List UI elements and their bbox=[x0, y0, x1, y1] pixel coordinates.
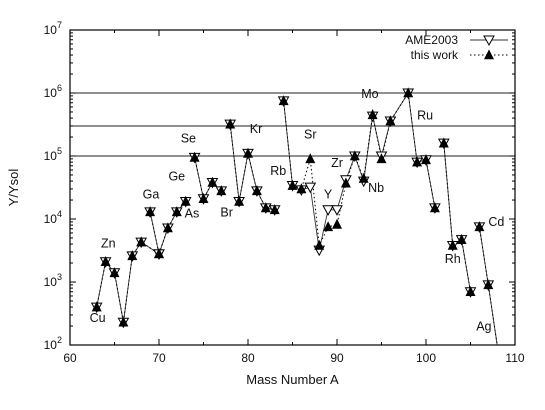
x-tick-label: 100 bbox=[416, 351, 436, 365]
legend-label: this work bbox=[411, 48, 459, 62]
x-axis-title: Mass Number A bbox=[246, 372, 339, 387]
series-markers bbox=[90, 87, 495, 329]
marker-this-work bbox=[189, 151, 200, 162]
marker-this-work bbox=[412, 156, 423, 167]
x-tick-label: 70 bbox=[152, 351, 166, 365]
marker-this-work bbox=[385, 115, 396, 126]
marker-this-work bbox=[447, 239, 458, 250]
marker-this-work bbox=[332, 218, 342, 229]
y-tick-label: 104 bbox=[44, 209, 62, 226]
series-line-this-work bbox=[96, 201, 187, 323]
marker-this-work bbox=[154, 248, 164, 259]
y-tick-label: 107 bbox=[44, 20, 62, 37]
marker-this-work bbox=[367, 109, 378, 120]
marker-this-work bbox=[100, 256, 111, 267]
marker-this-work bbox=[216, 185, 227, 196]
element-label: Ru bbox=[417, 108, 433, 122]
marker-this-work bbox=[421, 154, 431, 165]
marker-this-work bbox=[403, 87, 414, 98]
series-line-this-work bbox=[229, 124, 275, 211]
element-label: Ga bbox=[143, 188, 160, 202]
element-label: Y bbox=[324, 188, 333, 202]
marker-this-work bbox=[438, 137, 449, 148]
marker-this-work bbox=[269, 204, 280, 215]
marker-this-work bbox=[162, 222, 173, 233]
element-label: Br bbox=[220, 205, 233, 219]
x-tick-label: 60 bbox=[63, 351, 77, 365]
marker-this-work bbox=[465, 286, 476, 297]
series-line-this-work bbox=[149, 211, 160, 254]
element-label: Zr bbox=[331, 156, 343, 170]
x-tick-label: 90 bbox=[330, 351, 344, 365]
element-label: Ag bbox=[476, 319, 491, 333]
element-label: Ge bbox=[168, 169, 185, 183]
marker-this-work bbox=[456, 233, 467, 244]
marker-this-work bbox=[109, 267, 120, 278]
marker-this-work bbox=[118, 316, 129, 327]
marker-this-work bbox=[287, 179, 298, 190]
element-labels: Cu Zn Ga Ge As Se Br Kr Rb Sr Y Zr Nb Mo Ru Rh Cd Ag bbox=[90, 87, 505, 333]
x-tick-label: 110 bbox=[505, 351, 524, 365]
element-label: Sr bbox=[304, 127, 317, 141]
marker-this-work bbox=[198, 193, 209, 204]
element-label: Mo bbox=[361, 87, 378, 101]
series-lines bbox=[96, 91, 498, 346]
reference-lines bbox=[70, 92, 515, 157]
y-tick-label: 106 bbox=[44, 83, 62, 100]
element-label: Cd bbox=[488, 215, 504, 229]
marker-ame2003 bbox=[331, 205, 343, 216]
marker-this-work bbox=[145, 206, 156, 217]
marker-this-work bbox=[484, 49, 494, 60]
y-tick-label: 102 bbox=[44, 335, 62, 352]
marker-this-work bbox=[171, 206, 182, 217]
marker-this-work bbox=[305, 153, 316, 164]
element-label: Rb bbox=[270, 164, 286, 178]
marker-ame2003 bbox=[304, 182, 317, 194]
y-tick-label: 105 bbox=[44, 146, 62, 163]
marker-this-work bbox=[91, 301, 102, 312]
marker-this-work bbox=[429, 202, 440, 213]
marker-this-work bbox=[243, 147, 253, 158]
marker-this-work bbox=[234, 195, 245, 206]
marker-this-work bbox=[340, 177, 351, 188]
legend-label: AME2003 bbox=[405, 33, 458, 47]
marker-this-work bbox=[136, 236, 147, 247]
marker-this-work bbox=[296, 183, 307, 194]
marker-this-work bbox=[358, 172, 369, 183]
marker-this-work bbox=[474, 221, 485, 232]
y-tick-label: 103 bbox=[44, 272, 62, 289]
element-label: Zn bbox=[101, 237, 116, 251]
marker-this-work bbox=[127, 250, 138, 261]
marker-this-work bbox=[483, 279, 494, 290]
element-label: Se bbox=[181, 131, 196, 145]
marker-this-work bbox=[225, 118, 236, 129]
marker-this-work bbox=[251, 185, 262, 196]
element-label: Rh bbox=[445, 252, 461, 266]
marker-this-work bbox=[376, 153, 387, 164]
axes: 60 70 80 90 100 110 102 103 104 105 106 107 bbox=[44, 20, 525, 365]
element-label: Kr bbox=[250, 122, 263, 136]
marker-ame2003 bbox=[322, 205, 334, 216]
y-axis-title: Y/Ysol bbox=[6, 169, 21, 207]
marker-this-work bbox=[314, 239, 325, 250]
marker-this-work bbox=[260, 202, 271, 213]
marker-this-work bbox=[207, 176, 218, 187]
series-line-ame2003 bbox=[443, 143, 471, 292]
series-line-this-work bbox=[194, 157, 222, 201]
marker-this-work bbox=[278, 95, 289, 106]
element-label: Cu bbox=[90, 311, 106, 325]
marker-this-work bbox=[180, 195, 191, 206]
element-label: Nb bbox=[368, 181, 384, 195]
element-label: As bbox=[185, 207, 200, 221]
marker-this-work bbox=[349, 150, 360, 161]
marker-ame2003 bbox=[483, 35, 495, 47]
marker-this-work bbox=[323, 221, 334, 232]
x-tick-label: 80 bbox=[241, 351, 255, 365]
